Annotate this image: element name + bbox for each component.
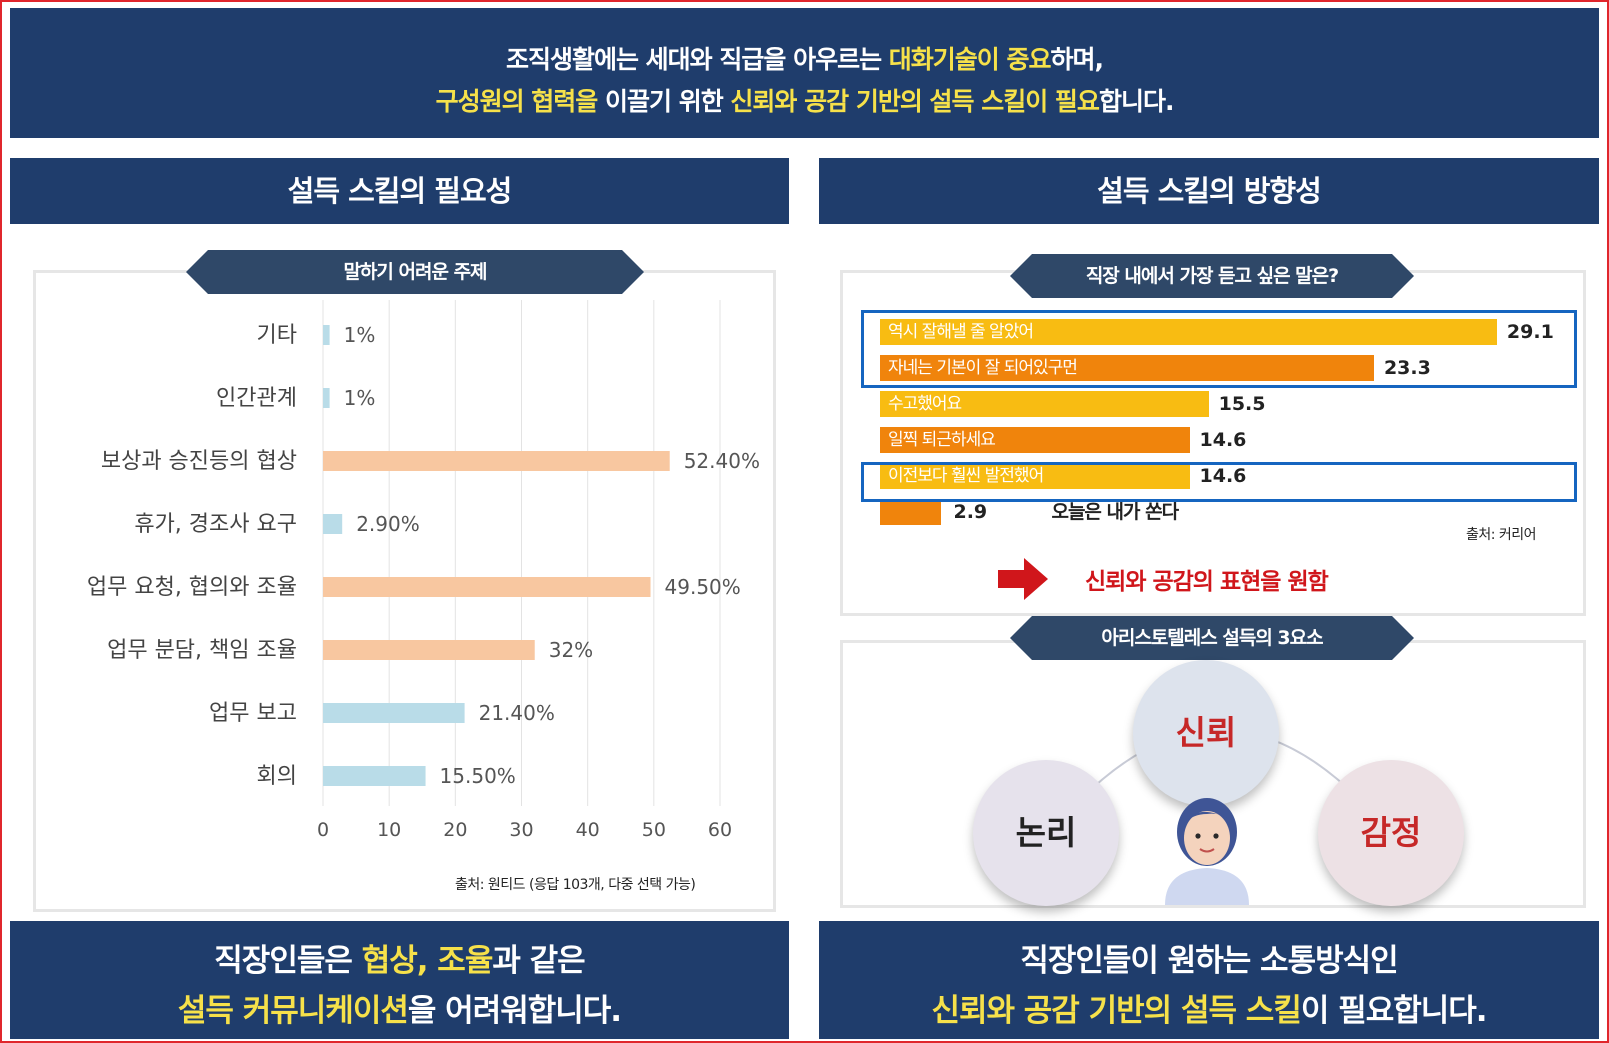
bar: [323, 514, 343, 534]
text-segment: 직장인들은: [214, 943, 362, 979]
value-label: 29.1: [1506, 321, 1554, 343]
value-label: 21.40%: [479, 701, 555, 725]
right-panel-title: 설득 스킬의 방향성: [819, 158, 1599, 224]
bar: [880, 391, 1209, 417]
category-label: 역시 잘해낼 줄 알았어: [888, 322, 1034, 342]
logic-circle: 논리: [973, 760, 1119, 906]
value-label: 49.50%: [665, 575, 741, 599]
category-label: 회의: [257, 764, 297, 789]
category-label: 자네는 기본이 잘 되어있구먼: [888, 358, 1078, 378]
person-icon: [1165, 798, 1249, 905]
right-chart-source: 출처: 커리어: [1466, 527, 1537, 543]
highlighted-text: 대화기술이 중요: [888, 45, 1052, 74]
text-segment: 과 같은: [492, 943, 585, 979]
highlight-box-top: [861, 310, 1577, 388]
left-panel-footer: 직장인들은 협상, 조율과 같은 설득 커뮤니케이션을 어려워합니다.: [10, 921, 789, 1039]
bar: [323, 577, 651, 597]
text-segment: 하며,: [1050, 45, 1104, 74]
right-chart-ribbon: 직장 내에서 가장 듣고 싶은 말은?: [1010, 254, 1414, 298]
highlighted-text: 신뢰와 공감 기반의 설득 스킬이 필요: [730, 87, 1100, 116]
bar: [880, 319, 1497, 345]
value-label: 23.3: [1383, 357, 1431, 379]
text-segment: 직장인들이 원하는 소통방식인: [1020, 943, 1398, 979]
bar: [323, 703, 465, 723]
bar: [880, 427, 1190, 453]
highlighted-text: 구성원의 협력을: [435, 87, 599, 116]
category-label: 휴가, 경조사 요구: [134, 512, 297, 537]
category-label: 이전보다 훨씬 발전했어: [888, 466, 1044, 486]
bar: [323, 325, 330, 345]
right-footer-line-1: 직장인들이 원하는 소통방식인: [819, 935, 1599, 980]
highlighted-text: 설득 커뮤니케이션: [177, 993, 409, 1029]
left-chart-ribbon: 말하기 어려운 주제: [186, 250, 644, 294]
left-chart-box: [33, 270, 776, 912]
bar: [880, 463, 1190, 489]
top-banner-line-2: 구성원의 협력을 이끌기 위한 신뢰와 공감 기반의 설득 스킬이 필요합니다.: [10, 82, 1599, 118]
bar: [323, 766, 426, 786]
value-label: 1%: [344, 323, 376, 347]
left-chart-source: 출처: 원티드 (응답 103개, 다중 선택 가능): [455, 877, 696, 893]
category-label: 수고했어요: [888, 394, 962, 414]
x-tick-label: 30: [509, 819, 533, 841]
category-label: 인간관계: [216, 386, 297, 411]
left-panel-title: 설득 스킬의 필요성: [10, 158, 789, 224]
category-label: 업무 요청, 협의와 조율: [87, 575, 297, 600]
text-segment: 이끌기 위한: [597, 87, 731, 116]
text-segment: 합니다.: [1098, 87, 1174, 116]
text-segment: 이 필요합니다.: [1300, 993, 1488, 1029]
bar: [880, 355, 1374, 381]
text-segment: 조직생활에는 세대와 직급을 아우르는: [505, 45, 889, 74]
conclusion-text: 신뢰와 공감의 표현을 원함: [1085, 569, 1329, 595]
value-label: 15.50%: [440, 764, 516, 788]
difficult-topics-bar-chart: 0 10 20 30 40 50 60 기타 1% 인간관계 1% 보상과 승진등의 협상 52.40%…: [87, 300, 760, 841]
right-panel-footer: 직장인들이 원하는 소통방식인 신뢰와 공감 기반의 설득 스킬이 필요합니다.: [819, 921, 1599, 1039]
left-footer-line-2: 설득 커뮤니케이션을 어려워합니다.: [10, 985, 789, 1030]
category-label: 업무 분담, 책임 조율: [107, 638, 297, 663]
category-label: 일찍 퇴근하세요: [888, 430, 996, 450]
bar: [323, 640, 535, 660]
value-label: 32%: [549, 638, 593, 662]
x-tick-label: 20: [443, 819, 467, 841]
category-label: 보상과 승진등의 협상: [101, 449, 297, 474]
emotion-circle: 감정: [1318, 760, 1464, 906]
top-banner: 조직생활에는 세대와 직급을 아우르는 대화기술이 중요하며, 구성원의 협력을…: [10, 8, 1599, 138]
value-label: 1%: [344, 386, 376, 410]
category-label: 오늘은 내가 쏜다: [1051, 501, 1179, 523]
bar: [323, 451, 670, 471]
value-label: 14.6: [1199, 465, 1247, 487]
highlighted-text: 협상, 조율: [361, 943, 494, 979]
value-label: 2.90%: [356, 512, 420, 536]
x-tick-label: 40: [576, 819, 600, 841]
red-arrow-icon: [998, 558, 1048, 600]
value-label: 15.5: [1218, 393, 1266, 415]
category-label: 업무 보고: [209, 701, 297, 726]
x-tick-label: 60: [708, 819, 732, 841]
category-label: 기타: [257, 323, 297, 348]
left-footer-line-1: 직장인들은 협상, 조율과 같은: [10, 935, 789, 980]
value-label: 14.6: [1199, 429, 1247, 451]
bar: [323, 388, 330, 408]
text-segment: 을 어려워합니다.: [407, 993, 622, 1029]
value-label: 2.9: [953, 501, 988, 523]
x-tick-label: 0: [317, 819, 329, 841]
bar: [880, 499, 942, 525]
x-tick-label: 50: [642, 819, 666, 841]
aristotle-ribbon: 아리스토텔레스 설득의 3요소: [1010, 616, 1414, 660]
value-label: 52.40%: [684, 449, 760, 473]
highlighted-text: 신뢰와 공감 기반의 설득 스킬: [931, 993, 1301, 1029]
x-tick-label: 10: [377, 819, 401, 841]
right-footer-line-2: 신뢰와 공감 기반의 설득 스킬이 필요합니다.: [819, 985, 1599, 1030]
top-banner-line-1: 조직생활에는 세대와 직급을 아우르는 대화기술이 중요하며,: [10, 40, 1599, 76]
highlight-box-bottom: [861, 462, 1577, 502]
trust-circle: 신뢰: [1133, 660, 1279, 806]
